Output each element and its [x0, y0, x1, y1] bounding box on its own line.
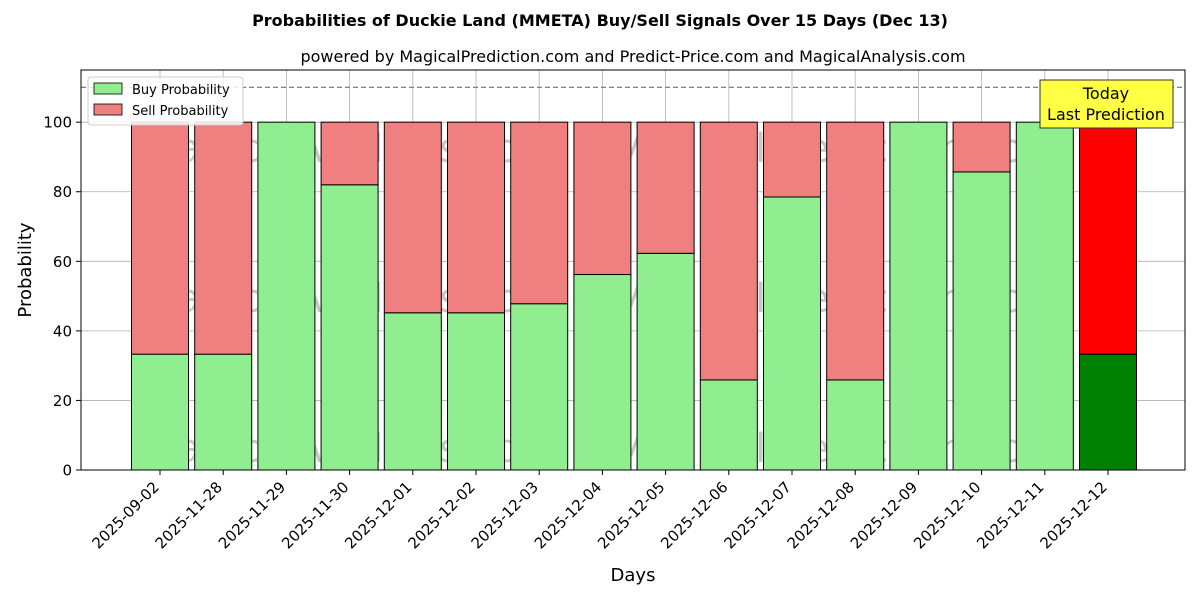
- bar-sell: [383, 121, 442, 314]
- x-tick-label: 2025-12-08: [784, 478, 858, 552]
- today-annotation: Today Last Prediction: [1039, 79, 1174, 129]
- bar-sell: [952, 121, 1011, 173]
- bar-buy: [194, 353, 253, 471]
- x-tick-label: 2025-11-30: [278, 478, 352, 552]
- bar-sell: [447, 121, 505, 314]
- bar-sell: [131, 121, 189, 355]
- bar-sell: [636, 121, 695, 254]
- chart-title: Probabilities of Duckie Land (MMETA) Buy…: [252, 11, 948, 30]
- bar-buy: [510, 303, 569, 471]
- annotation-line2: Last Prediction: [1047, 105, 1165, 124]
- y-tick-label: 40: [53, 322, 72, 340]
- annotation-line1: Today: [1082, 84, 1129, 103]
- y-tick-label: 0: [62, 462, 72, 480]
- x-tick-label: 2025-09-02: [88, 478, 162, 552]
- legend-swatch-sell: [93, 103, 123, 116]
- bar-buy: [636, 252, 695, 471]
- x-tick-label: 2025-12-05: [594, 478, 668, 552]
- bar-sell: [699, 121, 758, 381]
- x-tick-label: 2025-12-03: [468, 478, 542, 552]
- bar-buy: [952, 171, 1011, 471]
- bar-sell: [763, 121, 821, 198]
- x-tick-label: 2025-11-29: [215, 478, 289, 552]
- y-tick-label: 20: [53, 392, 72, 410]
- bar-buy: [573, 274, 632, 471]
- x-tick-label: 2025-11-28: [152, 478, 226, 552]
- y-tick-label: 60: [53, 253, 72, 271]
- bar-buy: [826, 379, 885, 471]
- bar-buy: [320, 184, 379, 471]
- legend-label-sell: Sell Probability: [132, 104, 229, 119]
- chart-subtitle: powered by MagicalPrediction.com and Pre…: [300, 47, 965, 66]
- x-tick-label: 2025-12-07: [720, 478, 794, 552]
- x-tick-label: 2025-12-10: [910, 478, 984, 552]
- bar-layer: [131, 121, 1137, 471]
- bar-sell: [320, 121, 379, 186]
- bar-buy: [257, 121, 316, 471]
- legend-label-buy: Buy Probability: [132, 83, 230, 98]
- annotation-box: [1039, 79, 1174, 129]
- x-tick-label: 2025-12-04: [531, 478, 605, 552]
- x-tick-label: 2025-12-02: [404, 478, 478, 552]
- bar-sell: [573, 121, 632, 276]
- bar-buy: [131, 353, 189, 471]
- x-axis-label: Days: [611, 565, 656, 586]
- bar-sell: [1079, 121, 1137, 355]
- x-tick-label: 2025-12-01: [341, 478, 415, 552]
- bar-buy: [1015, 121, 1074, 471]
- legend-swatch-buy: [93, 82, 123, 95]
- x-tick-label: 2025-12-09: [847, 478, 921, 552]
- x-tick-label: 2025-12-11: [973, 478, 1047, 552]
- bar-buy: [383, 312, 442, 471]
- legend: Buy Probability Sell Probability: [87, 76, 244, 126]
- x-tick-label: 2025-12-12: [1036, 478, 1110, 552]
- bar-buy: [447, 312, 505, 471]
- y-tick-label: 100: [43, 114, 72, 132]
- plot-frame: [80, 69, 1186, 471]
- bar-buy: [889, 121, 948, 471]
- bar-buy: [699, 379, 758, 471]
- x-tick-label: 2025-12-06: [657, 478, 731, 552]
- bar-sell: [510, 121, 569, 305]
- bar-sell: [826, 121, 885, 381]
- bar-buy: [1079, 353, 1137, 471]
- legend-frame: [87, 76, 244, 126]
- y-axis-label: Probability: [15, 222, 36, 317]
- bar-buy: [763, 196, 821, 471]
- y-tick-label: 80: [53, 183, 72, 201]
- bar-sell: [194, 121, 253, 355]
